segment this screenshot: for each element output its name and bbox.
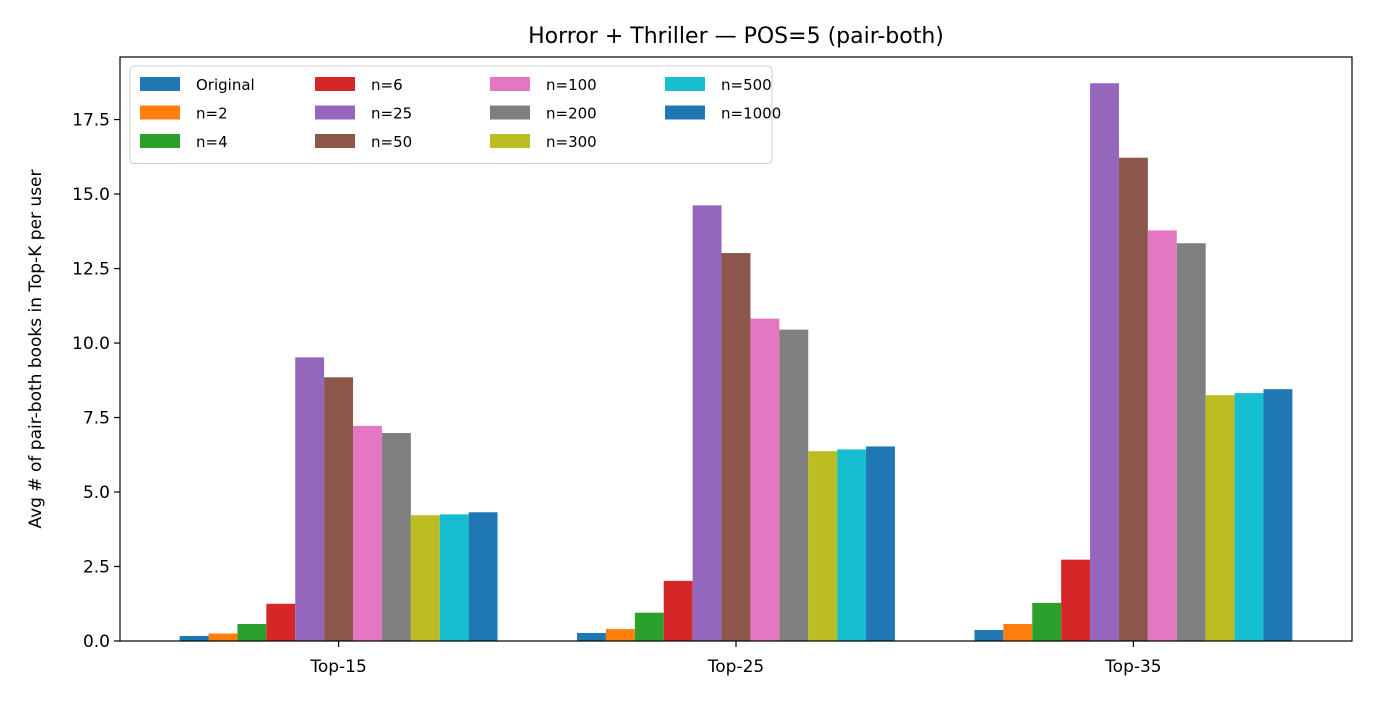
legend-label: n=100 — [546, 76, 597, 94]
y-tick-label: 5.0 — [83, 483, 110, 503]
legend-swatch — [315, 105, 355, 120]
legend-swatch — [665, 105, 705, 120]
bar-n-1000-top-35 — [1263, 389, 1293, 641]
bar-n-50-top-25 — [721, 253, 751, 641]
legend-label: n=50 — [371, 133, 412, 151]
bar-n-4-top-25 — [634, 612, 664, 641]
y-tick-label: 10.0 — [72, 334, 110, 354]
bar-n-6-top-25 — [663, 580, 693, 641]
x-tick-label: Top-25 — [707, 657, 764, 677]
bar-original-top-25 — [577, 632, 606, 641]
y-axis-label: Avg # of pair-both books in Top-K per us… — [26, 169, 46, 528]
legend-label: n=500 — [721, 76, 772, 94]
bar-n-200-top-15 — [381, 433, 411, 641]
bar-n-300-top-15 — [410, 515, 440, 641]
y-axis: 0.0 2.5 5.0 7.5 10.0 12.5 15.0 17.5 — [72, 111, 120, 652]
legend-label: n=2 — [196, 105, 228, 123]
y-tick-label: 2.5 — [83, 558, 110, 578]
legend-swatch — [140, 134, 180, 148]
legend-label: n=25 — [371, 105, 412, 123]
bar-n-200-top-35 — [1176, 243, 1206, 641]
legend-swatch — [315, 77, 355, 91]
bar-n-1000-top-25 — [866, 446, 895, 641]
legend-swatch — [315, 134, 355, 148]
bar-n-6-top-35 — [1061, 559, 1091, 641]
legend-swatch — [665, 77, 705, 91]
bar-n-50-top-35 — [1118, 157, 1148, 641]
legend-label: Original — [196, 76, 255, 94]
bar-n-100-top-15 — [353, 425, 382, 641]
bar-original-top-15 — [179, 635, 209, 641]
bar-n-300-top-25 — [808, 451, 838, 641]
legend-label: n=6 — [371, 76, 403, 94]
legend-swatch — [140, 77, 180, 91]
legend-box — [129, 65, 773, 164]
x-tick-label: Top-15 — [309, 657, 366, 677]
bar-n-50-top-15 — [324, 377, 354, 641]
legend-swatch — [490, 77, 530, 91]
bar-n-2-top-15 — [208, 633, 238, 641]
bar-n-2-top-35 — [1003, 624, 1033, 641]
plot-frame — [119, 56, 1353, 642]
bar-n-4-top-15 — [237, 624, 267, 641]
legend: Original n=2 n=4 n=6 n=25 n=50 n=100 n=200 n=300… — [129, 65, 781, 164]
bar-n-200-top-25 — [779, 329, 809, 641]
bar-n-500-top-35 — [1234, 393, 1264, 641]
bar-n-300-top-35 — [1205, 395, 1235, 641]
y-tick-label: 17.5 — [72, 111, 110, 131]
legend-swatch — [490, 134, 530, 148]
bar-n-2-top-25 — [605, 629, 635, 641]
bar-n-25-top-35 — [1090, 83, 1119, 642]
x-tick-label: Top-35 — [1104, 657, 1161, 677]
bar-n-25-top-15 — [295, 357, 325, 641]
legend-swatch — [140, 105, 180, 120]
chart-title: Horror + Thriller — POS=5 (pair-both) — [528, 24, 944, 49]
bar-n-500-top-25 — [837, 449, 867, 641]
legend-label: n=200 — [546, 105, 597, 123]
bar-n-500-top-15 — [439, 514, 469, 641]
x-axis: Top-15 Top-25 Top-35 — [309, 641, 1162, 677]
bars-group — [179, 83, 1293, 642]
bar-n-100-top-35 — [1147, 230, 1177, 641]
y-tick-label: 12.5 — [72, 260, 110, 280]
legend-label: n=1000 — [721, 105, 781, 123]
y-tick-label: 7.5 — [83, 409, 110, 429]
bar-n-100-top-25 — [750, 318, 780, 641]
legend-swatch — [490, 105, 530, 120]
y-tick-label: 0.0 — [83, 632, 110, 652]
legend-label: n=300 — [546, 133, 597, 151]
bar-original-top-35 — [974, 629, 1004, 641]
bar-n-6-top-15 — [266, 603, 296, 641]
y-tick-label: 15.0 — [72, 185, 110, 205]
bar-n-25-top-25 — [692, 205, 722, 641]
bar-n-1000-top-15 — [468, 512, 498, 641]
legend-label: n=4 — [196, 133, 228, 151]
bar-n-4-top-35 — [1032, 602, 1062, 641]
